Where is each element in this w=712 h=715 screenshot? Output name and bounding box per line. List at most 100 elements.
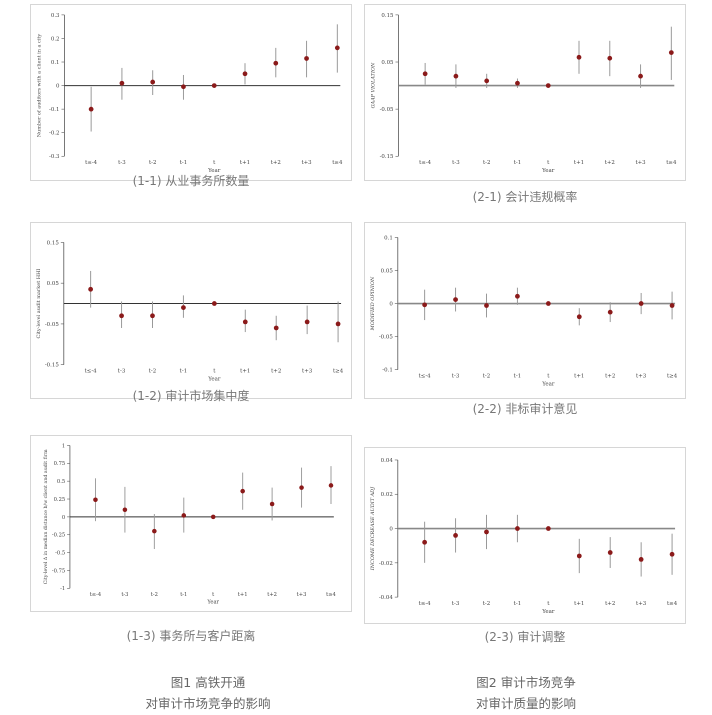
x-tick-label: t≥4 [666,160,677,166]
chart-1-3: -1 -0.75 -0.5 -0.25 0 0.25 0.5 0.75 1 City-level … [43,443,336,605]
data-point [240,488,245,494]
data-point [515,80,520,86]
data-point [335,321,341,327]
y-tick-label: 0.2 [51,36,60,42]
data-point [273,325,279,331]
figure-caption-1-line1: 图1 高铁开通 [170,675,246,690]
data-point [638,557,644,562]
x-tick-label: t≤-4 [85,160,98,166]
figure-caption-2-line2: 对审计质量的影响 [475,696,576,711]
data-point [328,483,334,488]
chart-panel-1-1: -0.3 -0.2 -0.1 0 0.1 0.2 0.3 Number of auditors… [30,4,352,181]
data-point [453,73,459,79]
x-tick-label: t-1 [514,160,521,166]
x-tick-label: t+1 [238,592,248,598]
y-tick-label: 0.75 [54,461,66,467]
y-tick-label: 0 [389,527,393,533]
chart-2-1: -0.15 -0.05 0.05 0.15 GAAP VIOLATION t≤-4 t-3 t… [371,13,677,174]
x-tick-label: t+1 [574,601,584,607]
data-point [273,60,279,66]
y-tick-label: 0.1 [384,235,393,241]
x-tick-label: t-3 [452,374,460,380]
x-tick-label: t+2 [605,160,615,166]
x-tick-label: t [547,160,550,166]
y-tick-label: 0.05 [381,60,394,66]
data-point [242,71,248,77]
data-point [119,80,125,86]
x-tick-label: t [213,160,216,166]
y-tick-label: -0.75 [52,568,65,574]
x-tick-label: t-2 [151,592,158,598]
data-point [210,514,216,520]
y-tick-label: -0.2 [49,131,59,137]
y-tick-label: 0.3 [51,13,60,19]
data-point [269,501,275,507]
data-point [607,55,613,61]
data-point [304,319,310,325]
x-tick-label: t [213,369,216,375]
figure-caption-2: 图2 审计市场竞争 对审计质量的影响 [396,672,656,714]
y-tick-label: -0.05 [379,335,394,341]
data-point [88,106,94,112]
data-point [453,533,458,538]
x-tick-label: t-3 [118,160,126,166]
data-point [576,553,582,559]
data-point [607,550,613,555]
y-tick-label: -0.04 [379,595,394,601]
data-point [484,303,489,308]
x-tick-label: t-3 [121,592,128,598]
data-point [181,84,186,90]
y-tick-label: -0.15 [45,363,60,369]
data-point [484,529,489,535]
y-tick-label: 0.15 [381,13,394,19]
x-tick-label: t [547,601,550,607]
data-point [453,297,458,302]
data-point [607,309,613,315]
data-point [181,513,187,518]
x-axis-label: Year [541,382,555,388]
y-tick-label: -0.05 [45,322,60,328]
x-tick-label: t≥4 [332,160,343,166]
x-tick-label: t+1 [240,160,250,166]
chart-1-2: -0.15 -0.05 0.05 0.15 City-level audit marke… [36,240,344,382]
x-tick-label: t+2 [605,601,615,607]
x-tick-label: t-1 [180,592,187,598]
x-tick-label: t-2 [483,160,490,166]
y-tick-label: 0.05 [381,268,394,274]
data-point [88,286,94,292]
y-tick-label: 0 [56,84,60,90]
data-point [668,50,674,55]
figure-caption-1-line2: 对审计市场竞争的影响 [145,696,271,711]
data-point [211,83,217,88]
x-tick-label: t+1 [574,160,584,166]
x-axis-label: Year [206,599,219,605]
y-axis-label: Number of auditors with a client in a ci… [37,34,43,138]
data-point [119,313,124,319]
chart-panel-1-2: -0.15 -0.05 0.05 0.15 City-level audit marke… [30,222,352,399]
x-tick-label: t-1 [514,374,522,380]
caption-1-2: (1-2) 审计市场集中度 [132,389,250,403]
x-axis-label: Year [541,609,555,615]
x-tick-label: t≥4 [326,592,336,598]
data-point [484,78,490,84]
figure-caption-1: 图1 高铁开通 对审计市场竞争的影响 [78,672,338,714]
x-tick-label: t+2 [605,374,615,380]
data-point [299,485,304,490]
data-point [181,305,186,311]
caption-2-2: (2-2) 非标审计意见 [472,402,578,416]
data-point [669,303,675,308]
data-point [638,301,644,306]
x-tick-label: t [547,374,550,380]
y-tick-label: -0.1 [382,368,393,374]
x-tick-label: t+2 [271,160,281,166]
x-tick-label: t≥4 [667,374,678,380]
y-axis-label: City-level Δ in median distance b/w clie… [43,449,49,584]
data-point [576,54,582,60]
data-point [122,507,128,513]
x-tick-label: t≥4 [333,369,344,375]
x-tick-label: t+3 [635,160,646,166]
x-tick-label: t≤-4 [419,601,432,607]
x-tick-label: t-3 [118,369,126,375]
y-tick-label: 0.05 [47,281,60,287]
x-tick-label: t-1 [180,369,188,375]
